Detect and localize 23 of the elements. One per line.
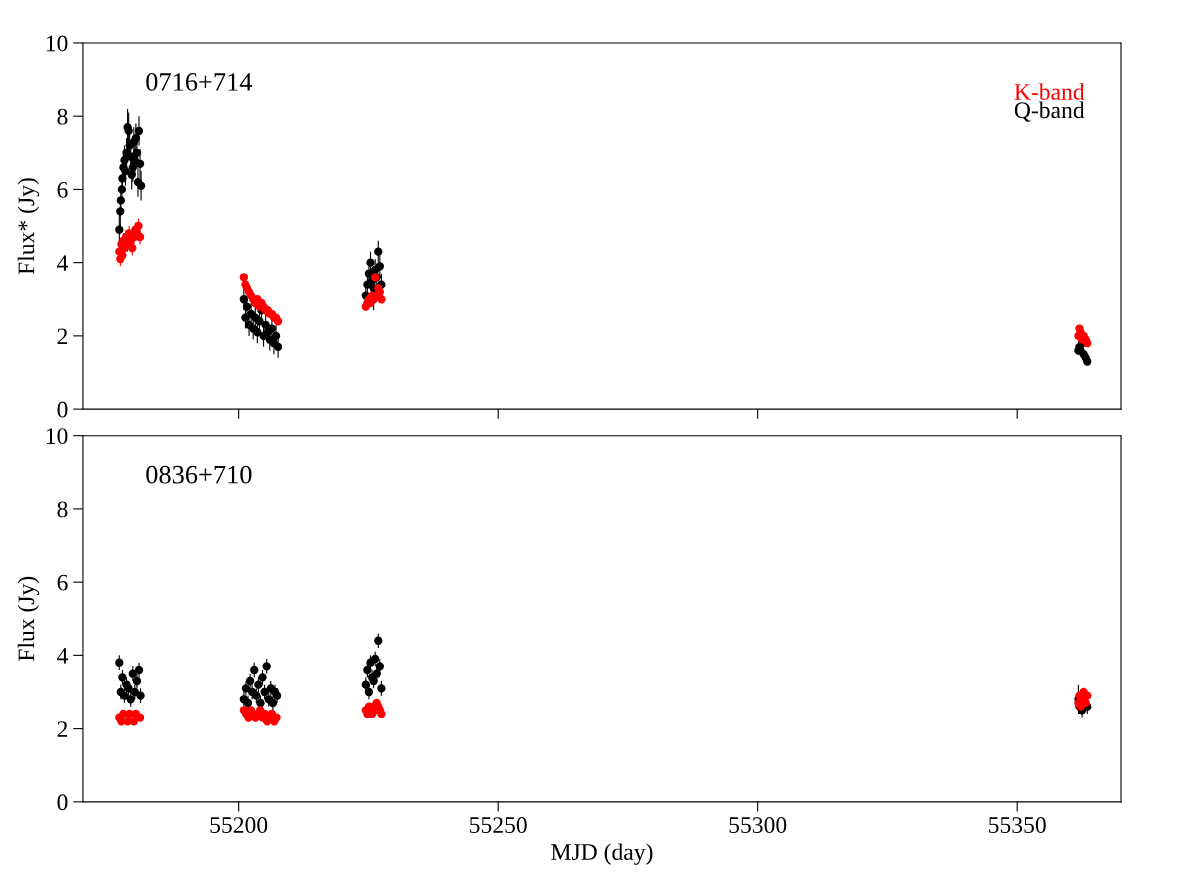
text: Q-band <box>1014 101 1085 122</box>
text: K-band <box>1014 83 1085 100</box>
annotation: 0716+714 <box>146 73 253 91</box>
x-tick-label: 55250 <box>470 817 527 834</box>
x-tick-label: 55300 <box>729 817 787 834</box>
y-tick-label: 8 <box>57 108 68 125</box>
x-tick-label: 55350 <box>989 817 1046 834</box>
x-axis-title: MJD (day) <box>551 843 653 865</box>
y-tick-label: 10 <box>46 428 68 445</box>
y-tick-label: 0 <box>57 794 68 811</box>
y-tick-label: 8 <box>57 501 68 518</box>
y-tick-label: 6 <box>57 574 68 591</box>
y-tick-label: 6 <box>57 181 68 198</box>
y-tick-label: 2 <box>57 328 68 345</box>
x-tick-label: 55200 <box>210 817 268 834</box>
y-tick-label: 4 <box>57 648 68 664</box>
y-axis-title: Flux (Jy) <box>17 576 40 662</box>
y-tick-label: 4 <box>57 255 68 271</box>
y-tick-label: 10 <box>46 35 68 52</box>
y-tick-label: 2 <box>57 721 68 737</box>
y-axis-title: Flux* (Jy) <box>17 178 40 275</box>
y-tick-label: 0 <box>57 401 68 418</box>
annotation: 0836+710 <box>146 465 252 484</box>
